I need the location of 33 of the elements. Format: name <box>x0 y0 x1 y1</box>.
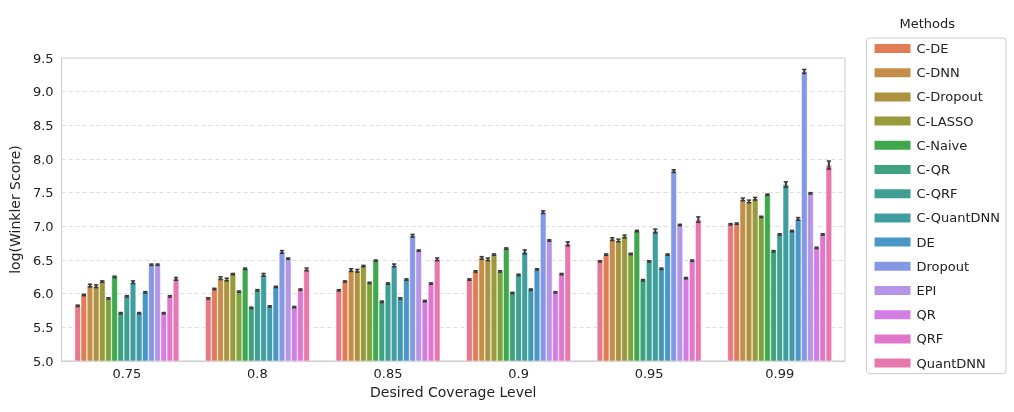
x-tick-label: 0.75 <box>112 366 142 381</box>
y-tick-label: 6.5 <box>32 252 54 268</box>
x-tick-label: 0.99 <box>765 366 795 381</box>
legend-label: QuantDNN <box>916 355 986 371</box>
y-tick-label: 7.5 <box>32 185 54 201</box>
x-tick-label: 0.85 <box>373 366 403 381</box>
legend-label: C-QuantDNN <box>916 210 1001 226</box>
legend-label: QRF <box>916 331 944 347</box>
y-axis-title: log(Winkler Score) <box>7 145 23 274</box>
legend-label: C-DE <box>916 41 949 56</box>
legend-title: Methods <box>899 16 956 31</box>
legend-label: C-QR <box>916 162 951 177</box>
y-tick-label: 8.5 <box>32 117 54 133</box>
x-tick-label: 0.95 <box>634 366 664 381</box>
y-tick-label: 9.0 <box>32 84 54 100</box>
legend-label: QR <box>916 307 936 323</box>
y-tick-label: 6.0 <box>32 286 54 302</box>
y-tick-label: 9.5 <box>32 50 54 66</box>
x-tick-label: 0.8 <box>247 366 268 381</box>
legend-label: C-Naive <box>916 137 968 153</box>
legend-label: Dropout <box>916 258 970 274</box>
y-tick-label: 5.0 <box>32 353 54 369</box>
y-tick-label: 7.0 <box>32 218 54 234</box>
y-tick-label: 8.0 <box>32 151 54 167</box>
x-tick-label: 0.9 <box>508 366 529 381</box>
legend-label: C-DNN <box>916 65 960 81</box>
legend-label: C-LASSO <box>916 113 974 129</box>
legend-label: EPI <box>916 283 937 298</box>
x-axis-title: Desired Coverage Level <box>370 383 537 400</box>
legend-label: C-Dropout <box>916 89 983 105</box>
y-tick-label: 5.5 <box>32 319 54 335</box>
legend-label: DE <box>916 234 935 250</box>
legend-label: C-QRF <box>916 186 958 202</box>
